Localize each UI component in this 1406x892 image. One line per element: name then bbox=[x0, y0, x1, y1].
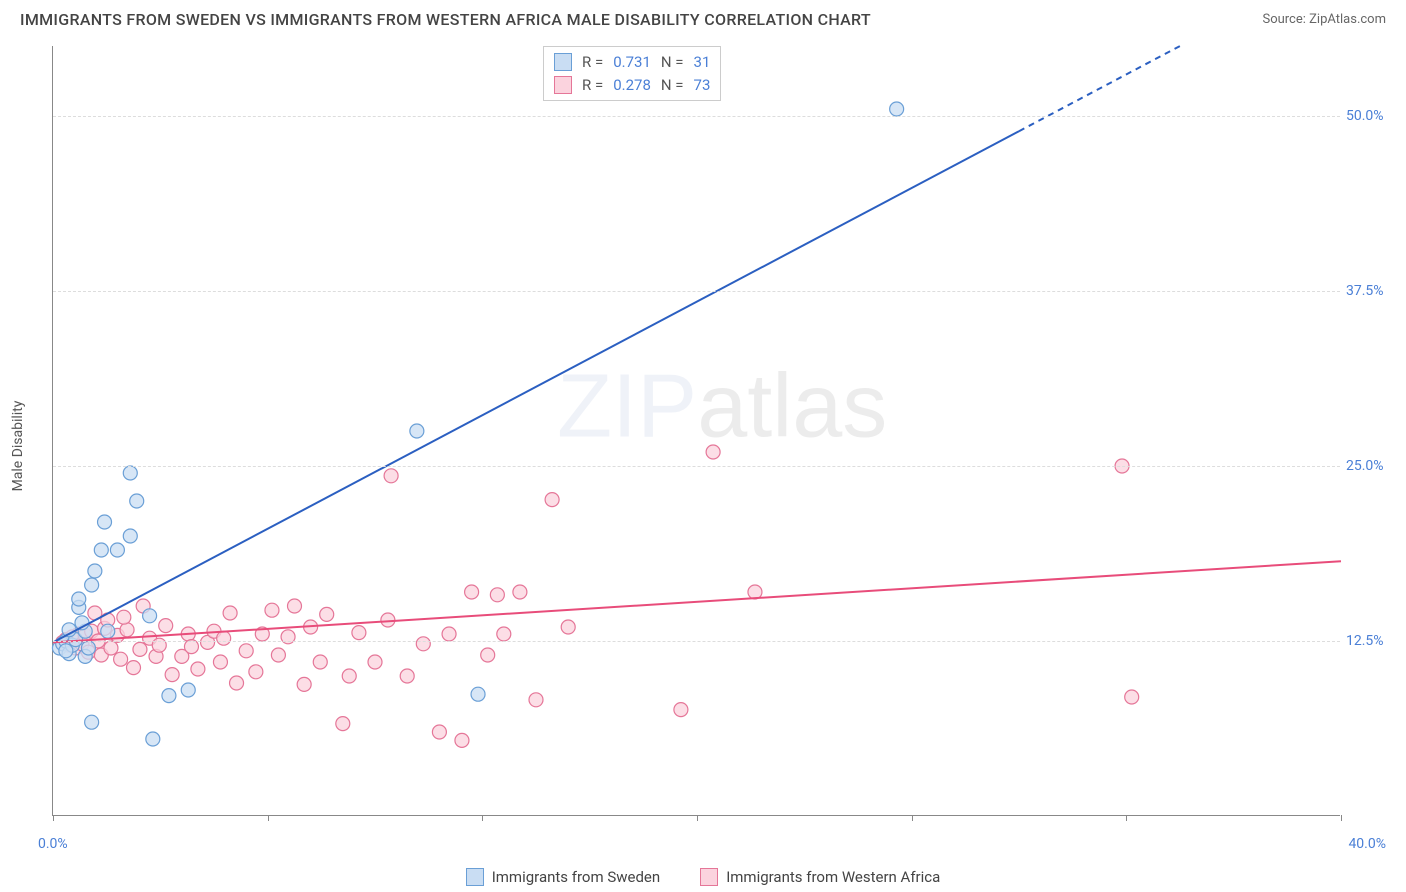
y-tick-label: 50.0% bbox=[1346, 108, 1402, 124]
r-label: R = bbox=[582, 51, 603, 74]
n-label: N = bbox=[661, 51, 684, 74]
bottom-legend: Immigrants from Sweden Immigrants from W… bbox=[0, 868, 1406, 886]
n-label: N = bbox=[661, 74, 684, 97]
source-attribution: Source: ZipAtlas.com bbox=[1262, 12, 1386, 27]
correlation-stats-box: R = 0.731 N = 31 R = 0.278 N = 73 bbox=[543, 46, 721, 101]
x-axis-max-label: 40.0% bbox=[1348, 836, 1386, 852]
chart-container: ZIPatlas R = 0.731 N = 31 R = 0.278 N = … bbox=[52, 46, 1340, 816]
y-tick-label: 37.5% bbox=[1346, 283, 1402, 299]
stats-swatch-sweden bbox=[554, 53, 572, 71]
legend-swatch-sweden bbox=[466, 868, 484, 886]
r-label: R = bbox=[582, 74, 603, 97]
n-value-wafrica: 73 bbox=[694, 74, 711, 97]
y-tick-label: 25.0% bbox=[1346, 458, 1402, 474]
stats-swatch-wafrica bbox=[554, 76, 572, 94]
chart-title: IMMIGRANTS FROM SWEDEN VS IMMIGRANTS FRO… bbox=[20, 10, 871, 29]
legend-label-sweden: Immigrants from Sweden bbox=[492, 868, 660, 886]
stats-row-sweden: R = 0.731 N = 31 bbox=[554, 51, 710, 74]
r-value-wafrica: 0.278 bbox=[613, 74, 651, 97]
r-value-sweden: 0.731 bbox=[613, 51, 651, 74]
plot-area: ZIPatlas R = 0.731 N = 31 R = 0.278 N = … bbox=[52, 46, 1340, 816]
y-tick-label: 12.5% bbox=[1346, 633, 1402, 649]
y-axis-label: Male Disability bbox=[10, 401, 26, 492]
stats-row-wafrica: R = 0.278 N = 73 bbox=[554, 74, 710, 97]
n-value-sweden: 31 bbox=[694, 51, 711, 74]
x-axis-min-label: 0.0% bbox=[38, 836, 68, 852]
legend-swatch-wafrica bbox=[700, 868, 718, 886]
legend-item-sweden: Immigrants from Sweden bbox=[466, 868, 660, 886]
legend-label-wafrica: Immigrants from Western Africa bbox=[726, 868, 940, 886]
legend-item-wafrica: Immigrants from Western Africa bbox=[700, 868, 940, 886]
scatter-plot-svg bbox=[53, 46, 1341, 816]
